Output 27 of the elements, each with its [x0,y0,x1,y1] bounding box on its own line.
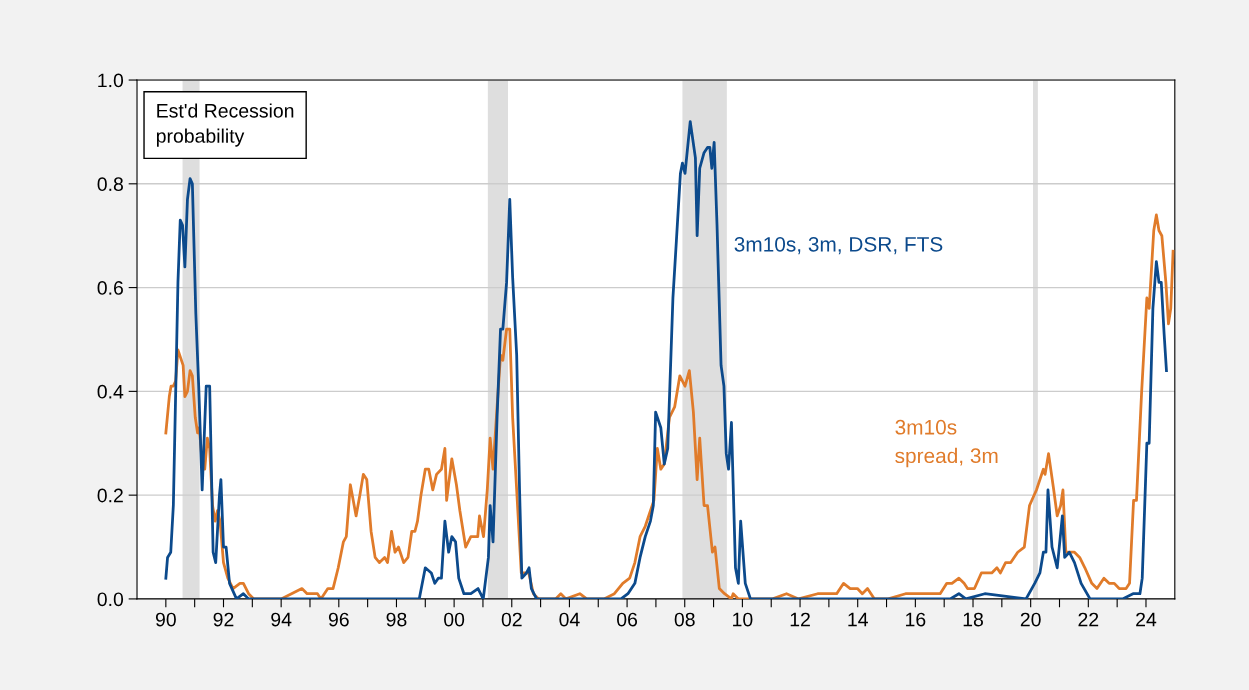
y-tick-label: 0.4 [97,384,124,399]
x-tick-label: 24 [1136,612,1157,627]
y-tick-label: 1.0 [98,73,124,88]
x-tick-label: 20 [1020,612,1041,627]
x-tick-label: 04 [559,612,580,627]
series-label: 3m10s, 3m, DSR, FTS [734,236,943,255]
text: Est'd Recession probability [156,103,294,147]
x-tick-label: 94 [271,612,292,627]
x-tick-label: 08 [674,612,695,627]
text: 3m10s spread, 3m [895,419,998,468]
y-tick-label: 0.6 [97,281,123,295]
x-tick-label: 14 [848,612,868,627]
x-tick-label: 92 [213,612,234,627]
y-tick-label: 0.8 [97,177,123,192]
x-tick-label: 96 [328,612,349,627]
x-tick-label: 00 [444,612,465,627]
y-tick-label: 0.2 [97,488,123,503]
x-tick-label: 98 [386,612,407,627]
x-tick-label: 90 [155,612,176,627]
x-tick-label: 22 [1078,612,1099,627]
x-tick-label: 16 [906,612,926,627]
x-tick-label: 12 [790,612,810,627]
x-tick-label: 02 [501,612,522,627]
x-tick-label: 18 [963,612,983,627]
x-tick-label: 06 [617,612,638,627]
x-tick-label: 10 [733,612,753,627]
y-tick-label: 0.0 [97,592,124,607]
